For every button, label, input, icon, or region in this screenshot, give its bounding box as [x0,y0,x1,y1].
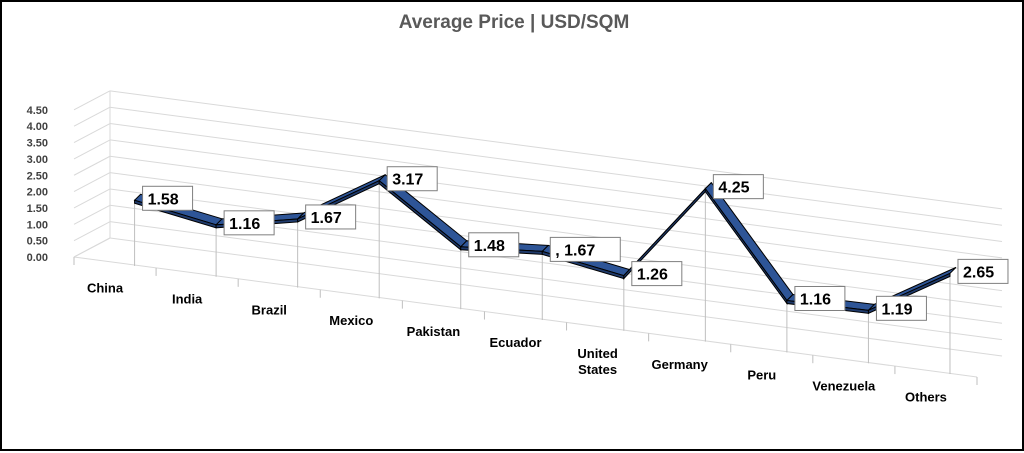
gridline [109,106,1003,226]
data-label-text: 1.19 [881,301,912,318]
data-label: , 1.67 [549,236,621,262]
category-label: Brazil [252,302,287,317]
category-label-line: Peru [747,368,776,383]
y-tick-label: 1.50 [27,203,48,215]
data-label: 3.17 [386,166,438,192]
gridline-side [73,204,111,225]
data-label-text: 1.16 [800,291,831,308]
y-tick-label: 2.50 [27,170,48,182]
gridline [109,155,1003,275]
category-label-line: Pakistan [407,324,461,339]
category-label-line: Mexico [329,313,373,328]
category-label: United States [577,346,618,377]
category-label: Ecuador [489,335,541,350]
gridline [109,90,1003,210]
category-label-line: Ecuador [489,335,541,350]
drop-lines [134,180,951,375]
floor-side-edge [73,237,111,258]
gridlines [73,90,1003,385]
data-label-box [957,258,1009,284]
data-label: 4.25 [712,174,764,200]
data-label-box [142,185,194,211]
category-label-line: United [577,346,618,361]
category-label: Mexico [329,313,373,328]
y-tick-label: 1.00 [27,219,48,231]
category-label-line: Brazil [252,302,287,317]
y-tick-label: 3.50 [27,138,48,150]
gridline [109,237,1003,357]
data-label: 1.58 [142,185,194,211]
x-axis-categories: China India Brazil Mexico Pakistan Ecuador Uni… [87,280,947,404]
category-label-line: India [172,291,203,306]
gridline-side [73,155,111,176]
data-label-box [386,166,438,192]
chart-title: Average Price | USD/SQM [398,12,630,33]
data-label: 1.67 [305,204,357,230]
gridline-side [73,106,111,127]
data-label-text: 1.16 [229,216,260,233]
gridline-side [73,139,111,160]
category-label: Pakistan [407,324,461,339]
category-label-line: Others [905,390,947,405]
data-label-text: 4.25 [718,180,749,197]
data-label-text: 1.58 [148,191,179,208]
gridline [109,172,1003,292]
y-tick-label: 0.00 [27,252,48,264]
category-label-line: Germany [651,357,708,372]
gridline-side [73,90,111,111]
category-label: Others [905,390,947,405]
category-label-line: Venezuela [812,379,876,394]
gridline [109,221,1003,341]
y-tick-label: 3.00 [27,154,48,166]
gridline-side [73,172,111,193]
data-label-box [712,174,764,200]
data-label: 1.26 [631,261,683,287]
gridline-side [73,221,111,242]
y-axis: 0.00 0.50 1.00 1.50 2.00 2.50 3.00 3.50 4.00 4.50 [27,105,48,264]
data-label-text: 3.17 [392,172,423,189]
data-label: 1.48 [468,232,520,258]
category-label: India [172,291,203,306]
category-label: Venezuela [812,379,876,394]
y-tick-label: 4.00 [27,121,48,133]
data-label-box [468,232,520,258]
gridline [109,123,1003,243]
category-label: Germany [651,357,708,372]
data-label-text: 1.67 [311,210,342,227]
ribbon-segment [704,181,794,302]
data-label-box [223,210,275,236]
y-tick-label: 2.00 [27,187,48,199]
data-label: 1.19 [875,295,927,321]
data-label: 1.16 [794,285,846,311]
data-label-text: 2.65 [963,264,994,281]
data-label-text: , 1.67 [555,242,595,259]
y-tick-label: 0.50 [27,236,48,248]
ribbon-edge [704,187,788,306]
category-label-line: States [578,362,617,377]
category-label: Peru [747,368,776,383]
gridline [109,139,1003,259]
data-label-box [875,295,927,321]
gridline-side [73,123,111,143]
floor-front-edge [73,256,978,378]
data-label-box [794,285,846,311]
y-tick-label: 4.50 [27,105,48,117]
category-label-line: China [87,280,124,295]
category-label: China [87,280,124,295]
data-label: 1.16 [223,210,275,236]
gridline-side [73,188,111,209]
data-label-text: 1.26 [637,267,668,284]
data-label: 2.65 [957,258,1009,284]
data-labels: 1.58 1.16 1.67 3.17 1.48 , 1.67 1.26 4.25 1.16 1.… [142,166,1009,321]
data-label-box [631,261,683,287]
data-label-text: 1.48 [474,238,505,255]
data-label-box [549,236,621,262]
data-label-box [305,204,357,230]
